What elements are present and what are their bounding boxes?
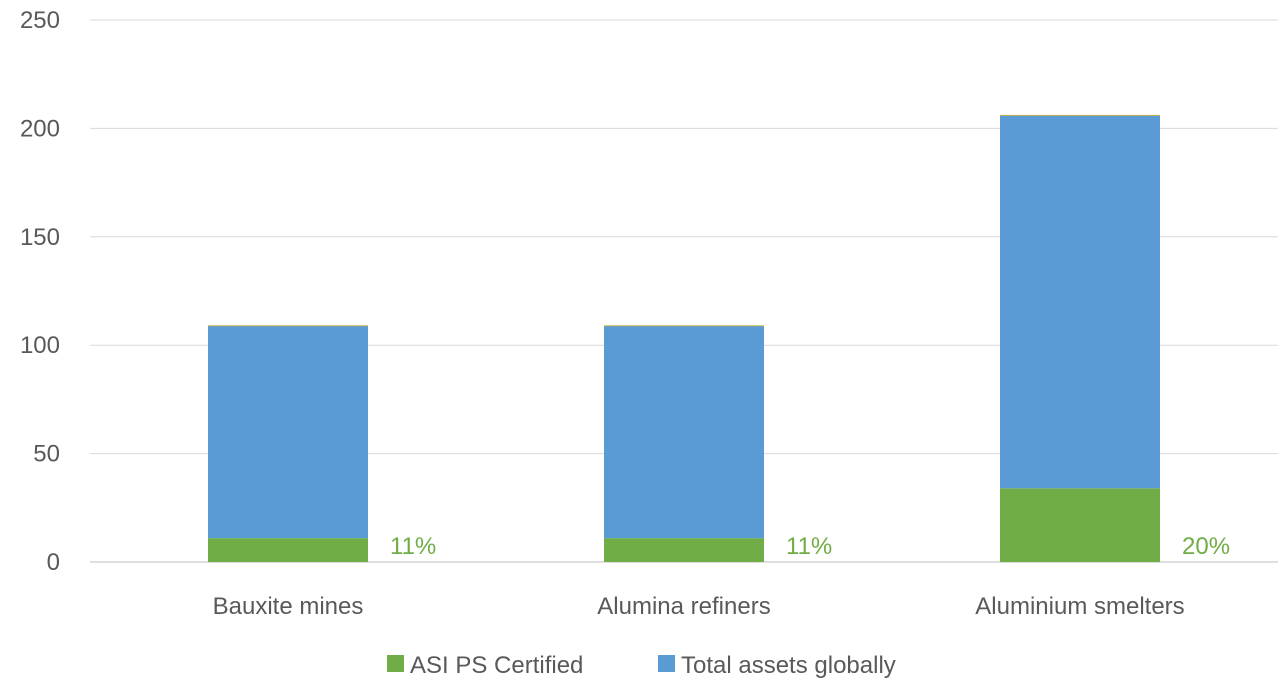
legend-swatch-certified <box>387 655 404 672</box>
x-category-label-3: Aluminium smelters <box>975 593 1184 620</box>
y-tick-label-0: 0 <box>47 549 60 576</box>
legend-item-certified: ASI PS Certified <box>387 652 583 679</box>
data-label-3: 20% <box>1182 533 1230 560</box>
bars <box>208 114 1160 562</box>
data-labels: 11% 11% 20% <box>390 533 1230 560</box>
y-tick-label-250: 250 <box>20 7 60 34</box>
bar-certified-1 <box>208 538 368 562</box>
legend: ASI PS Certified Total assets globally <box>387 652 896 679</box>
y-tick-label-200: 200 <box>20 115 60 142</box>
bar-total-3 <box>1000 115 1160 489</box>
bar-total-2 <box>604 325 764 539</box>
data-label-2: 11% <box>786 533 832 560</box>
legend-label-certified: ASI PS Certified <box>410 652 583 679</box>
bar-total-1 <box>208 325 368 539</box>
bar-certified-2 <box>604 538 764 562</box>
y-tick-label-150: 150 <box>20 224 60 251</box>
legend-item-total: Total assets globally <box>658 652 896 679</box>
legend-swatch-total <box>658 655 675 672</box>
data-label-1: 11% <box>390 533 436 560</box>
legend-label-total: Total assets globally <box>681 652 896 679</box>
x-axis-category-labels: Bauxite mines Alumina refiners Aluminium s… <box>213 593 1185 620</box>
x-category-label-2: Alumina refiners <box>597 593 770 620</box>
x-category-label-1: Bauxite mines <box>213 593 364 620</box>
y-axis-tick-labels: 0 50 100 150 200 250 <box>20 7 60 576</box>
y-tick-label-100: 100 <box>20 332 60 359</box>
y-tick-label-50: 50 <box>33 441 60 468</box>
bar-certified-3 <box>1000 488 1160 562</box>
